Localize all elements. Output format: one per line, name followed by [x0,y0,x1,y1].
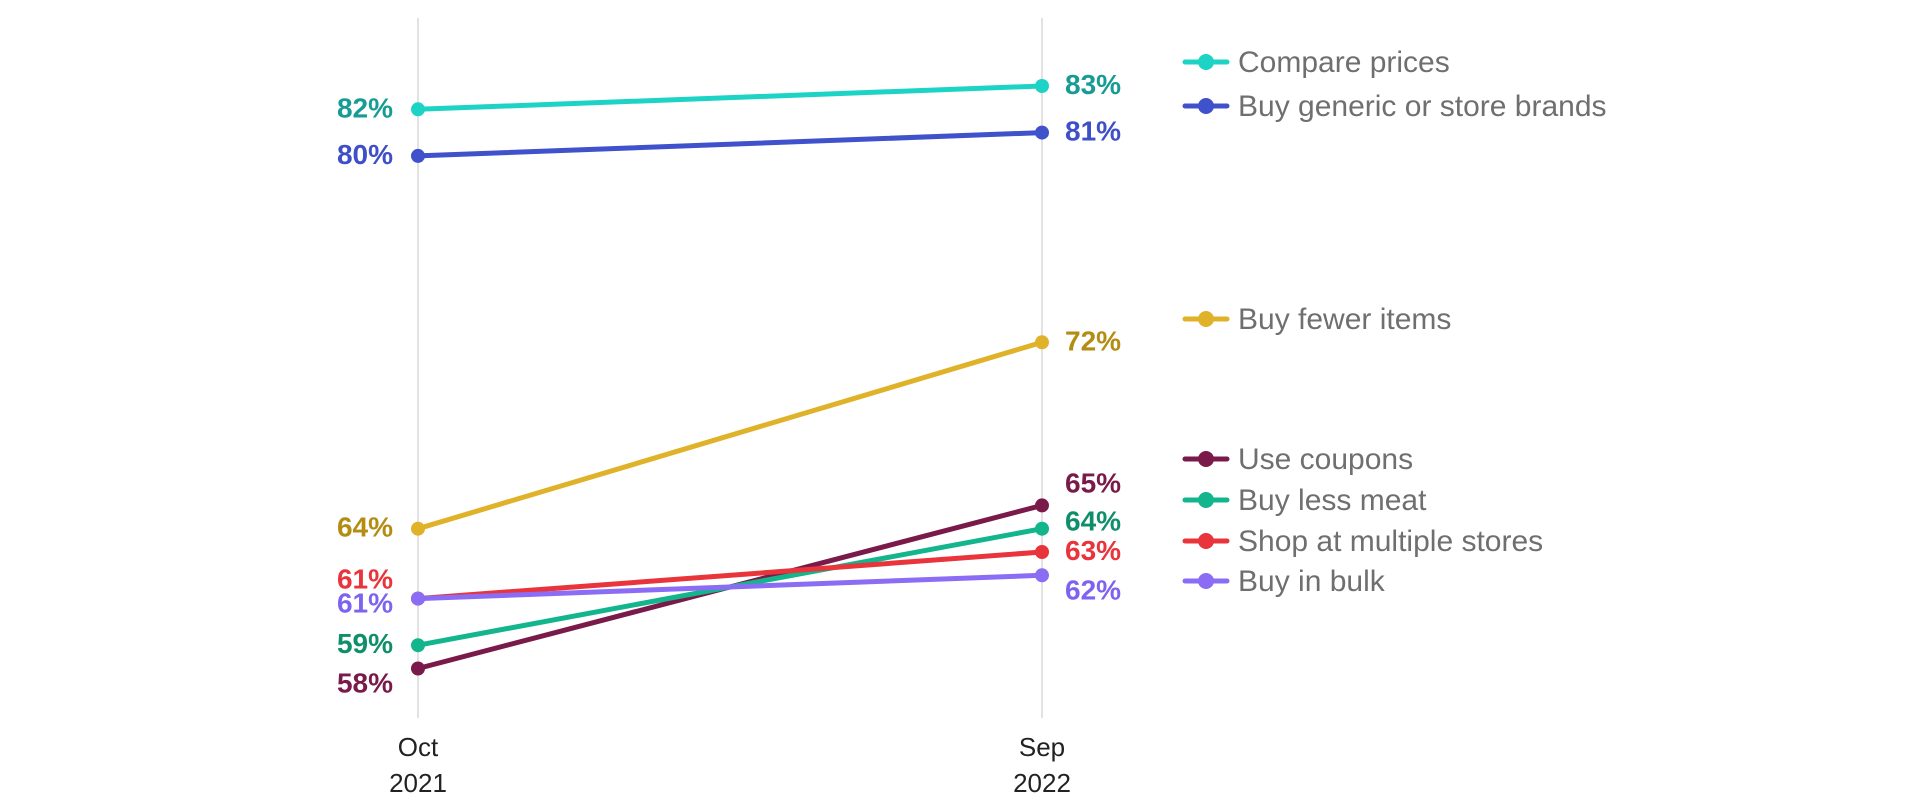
data-label-buy-in-bulk: 62% [1065,574,1121,605]
data-labels: 82% 83% 80% 81% 64% 72% 58% 65% 59% 64% 61% 63% 61% 6… [337,69,1121,699]
legend-item-compare-prices: Compare prices [1182,46,1450,79]
series-line-buy-in-bulk [415,572,1045,602]
data-label-buy-generic-or-store-brands: 81% [1065,116,1121,147]
data-point-buy-less-meat [411,638,425,653]
data-point-shop-at-multiple-stores [1035,545,1049,559]
data-label-shop-at-multiple-stores: 63% [1065,535,1121,566]
legend-label: Use coupons [1238,443,1413,476]
data-label-shop-at-multiple-stores: 61% [337,564,393,595]
data-point-compare-prices [1035,79,1049,93]
legend-label: Buy fewer items [1238,303,1451,336]
legend-item-shop-at-multiple-stores: Shop at multiple stores [1182,525,1543,558]
data-label-buy-fewer-items: 72% [1065,325,1121,356]
series-line-shop-at-multiple-stores [415,549,1045,602]
legend-swatch-dot [1198,54,1214,70]
legend-item-buy-in-bulk: Buy in bulk [1182,565,1386,598]
data-label-buy-less-meat: 59% [337,628,393,659]
data-label-use-coupons: 58% [337,668,393,699]
data-label-buy-generic-or-store-brands: 80% [337,139,393,170]
data-label-buy-less-meat: 64% [1065,506,1121,537]
x-tick-label: Oct 2021 [389,732,447,798]
data-point-buy-less-meat [1035,521,1049,536]
legend-item-buy-less-meat: Buy less meat [1182,484,1427,517]
legend-swatch-dot [1198,98,1214,114]
data-label-use-coupons: 65% [1065,467,1121,498]
data-label-compare-prices: 83% [1065,69,1121,100]
legend-label: Buy in bulk [1238,565,1386,598]
legend-label: Compare prices [1238,46,1450,79]
data-point-buy-fewer-items [411,521,425,536]
data-point-buy-generic-or-store-brands [411,148,425,163]
legend-swatch-dot [1198,451,1214,467]
legend-label: Buy generic or store brands [1238,90,1607,123]
data-label-buy-in-bulk: 61% [337,588,393,619]
series-line-buy-generic-or-store-brands [415,130,1045,159]
data-point-use-coupons [1035,498,1049,513]
x-axis-ticks: Oct 2021 Sep 2022 [389,732,1071,798]
legend-item-use-coupons: Use coupons [1182,443,1413,476]
legend-item-buy-fewer-items: Buy fewer items [1182,303,1451,336]
legend-swatch-dot [1198,533,1214,549]
series-points [411,79,1049,676]
data-point-buy-in-bulk [1035,568,1049,583]
legend-swatch-dot [1198,311,1214,327]
data-point-buy-in-bulk [411,591,425,606]
series-line-buy-fewer-items [415,339,1045,532]
data-point-buy-generic-or-store-brands [1035,125,1049,140]
data-label-compare-prices: 82% [337,92,393,123]
data-label-buy-fewer-items: 64% [337,512,393,543]
data-point-buy-fewer-items [1035,335,1049,350]
x-tick-label: Sep 2022 [1013,732,1071,798]
legend-swatch-dot [1198,573,1214,589]
series-lines [415,83,1045,671]
legend: Compare prices Buy generic or store brand… [1182,46,1607,598]
legend-label: Buy less meat [1238,484,1427,517]
legend-item-buy-generic-or-store-brands: Buy generic or store brands [1182,90,1607,123]
legend-label: Shop at multiple stores [1238,525,1543,558]
data-point-use-coupons [411,661,425,676]
series-line-compare-prices [415,83,1045,112]
legend-swatch-dot [1198,492,1214,508]
data-point-compare-prices [411,102,425,117]
